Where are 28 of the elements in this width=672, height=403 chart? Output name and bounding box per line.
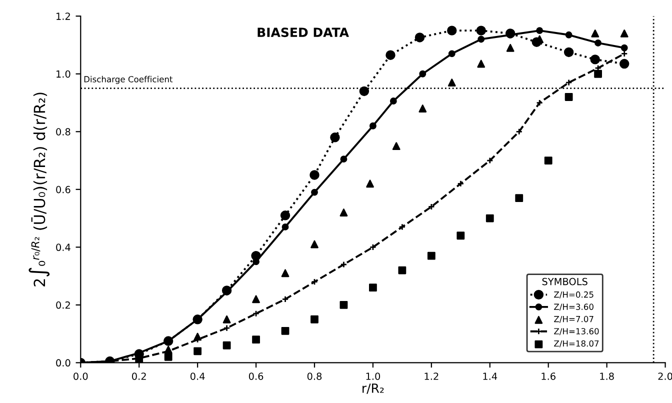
y-tick-label: 0.6 [56,186,70,194]
x-tick-label: 2.0 [658,372,672,380]
x-tick-label: 0.4 [190,372,205,380]
y-tick-label: 0.0 [56,359,70,367]
x-tick-label: 1.4 [483,372,498,380]
y-tick-label: 1.2 [56,12,70,20]
x-tick-label: 1.0 [366,372,380,380]
legend-title: SYMBOLS [542,278,588,286]
text: BIASED DATA [258,28,349,38]
x-tick-label: 1.8 [600,372,614,380]
legend-label: Z/H=3.60 [554,304,594,311]
ref-line-label: Discharge Coefficient [84,76,173,84]
legend-label: Z/H=7.07 [554,316,594,323]
x-tick-label: 0.6 [248,372,264,380]
y-axis-title: 2∫₀$^{r₀/R₂}$ (Ū/U₀)(r/R₂) d(r/R₂) [28,92,50,286]
legend-label: Z/H=0.25 [554,291,594,298]
x-tick-label: 1.6 [542,372,556,380]
x-axis-title: r/R₂ [362,384,384,394]
x-tick-label: 0.0 [74,372,88,380]
legend-label: Z/H=18.07 [554,340,599,348]
x-tick-label: 1.2 [424,372,438,380]
y-tick-label: 0.4 [56,244,70,252]
y-tick-label: 0.2 [56,301,70,309]
x-tick-label: 0.2 [132,372,146,380]
y-tick-label: 0.8 [56,128,70,136]
legend-label: Z/H=13.60 [554,328,599,336]
x-tick-label: 0.8 [307,372,322,380]
y-tick-label: 1.0 [56,70,70,78]
